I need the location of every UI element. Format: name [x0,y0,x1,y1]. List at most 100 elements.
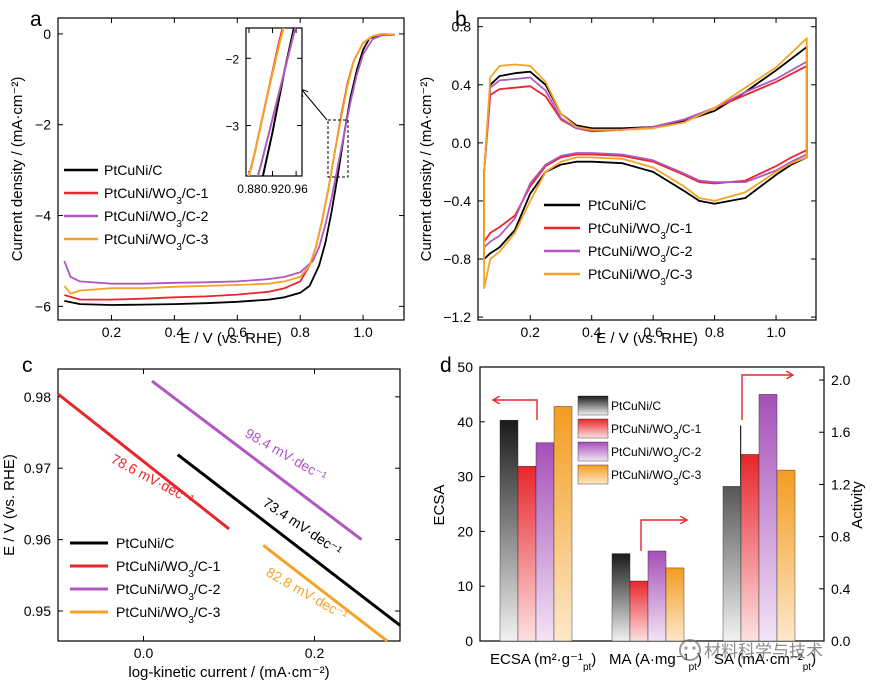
x-tick-label: 0.6 [643,324,663,340]
panel-d-categories: ECSA (m²·g⁻¹pt) MA (A·mg⁻¹pt) SA (mA·cm⁻²p… [490,651,816,673]
arrow-left-axis [494,400,538,420]
panel-b-xlabel: E / V (vs. RHE) [596,330,698,347]
panel-c-ylabel: E / V (vs. RHE) [1,454,18,556]
zoom-box [327,119,349,178]
inset-curve-ptcuni-wo3-c-3 [247,28,285,176]
category-label-ecsa: ECSA (m²·g⁻¹pt) [490,651,596,673]
legend-label-ptcuni-wo3-c-3: PtCuNi/WO3/C-3 [104,231,209,253]
y-tick-label: −2 [35,117,51,133]
wechat-icon [679,639,701,661]
lsv-curve-ptcuni-wo3-c-2 [63,33,395,285]
x-tick-label: 0.2 [102,324,122,340]
y2-tick-label: 0.4 [831,581,851,597]
bar-ptcuni-wo3-c-1-ecsa [517,465,537,642]
x-tick-label: 0.4 [582,324,602,340]
panel-d-y2label: Activity [849,481,866,529]
panel-b-legend: PtCuNi/C PtCuNi/WO3/C-1PtCuNi/WO3/C-2PtCu… [544,197,693,288]
y-tick-label: 0.98 [24,389,51,405]
y2-tick-label: 1.6 [831,424,851,440]
y-tick-label: 0 [43,26,51,42]
panel-b-axes: 0.2 0.4 0.6 0.8 1.0 0.8 0.4 0.0 −0.4 −0.8 −1.2 [443,18,816,340]
y-tick-label: 50 [457,359,473,375]
y-tick-label: 0.95 [24,603,51,619]
panel-a-inset: 0.88 0.92 0.96 −2 −3 [225,27,308,196]
x-tick-label: 0.92 [261,182,285,196]
panel-a-frame [57,17,405,321]
y-tick-label: 0.97 [24,460,51,476]
y-tick-label: −6 [35,298,51,314]
x-tick-label: 0.8 [705,324,725,340]
panel-c-legend: PtCuNi/C PtCuNi/WO3/C-1PtCuNi/WO3/C-2PtCu… [70,535,221,626]
cv-curve-ptcuni-wo3-c-3 [483,37,808,290]
legend-label-ptcuni-wo3-c-2: PtCuNi/WO3/C-2 [104,208,209,230]
cv-curve-ptcuni-wo3-c-2 [483,60,808,249]
x-tick-label: 1.0 [766,324,786,340]
tafel-line-ptcuni-wo3-c-2 [151,379,363,541]
legend-label-ptcuni-wo3-c-1: PtCuNi/WO3/C-1 [588,220,693,242]
legend-label-ptcuni-c: PtCuNi/C [611,399,661,413]
panel-b-ylabel: Current density / (mA·cm⁻²) [418,77,435,262]
y2-tick-label: 0.8 [831,529,851,545]
bar-ptcuni-wo3-c-1-ma [629,580,649,642]
y-tick-label: 0.96 [24,532,51,548]
panel-b-frame [477,17,817,321]
y-tick-label: 40 [457,414,473,430]
x-tick-label: 1.0 [353,324,373,340]
panel-d-axes: 0 10 20 30 40 50 0.0 0.4 0.8 1.2 1.6 2.0 [457,359,850,649]
wechat-icon-eye-left [684,646,688,650]
panel-a-ylabel: Current density / (mA·cm⁻²) [9,77,26,262]
panel-d-legend: PtCuNi/CPtCuNi/WO3/C-1PtCuNi/WO3/C-2PtCu… [574,394,740,488]
legend-label-ptcuni-c: PtCuNi/C [116,535,174,551]
y-tick-label: −4 [35,208,51,224]
zoom-arrow [302,90,328,121]
legend-label-ptcuni-wo3-c-2: PtCuNi/WO3/C-2 [588,243,693,265]
lsv-curve-ptcuni-c [64,33,395,306]
legend-swatch-ptcuni-wo3-c-2 [577,441,609,462]
x-tick-label: 0.0 [134,645,154,661]
watermark: 材料科学与技术 [679,639,823,662]
bar-ptcuni-c-ma [611,553,631,642]
inset-series [247,28,297,176]
y2-tick-label: 1.2 [831,476,851,492]
tafel-line-ptcuni-wo3-c-3 [262,544,389,643]
panel-c-series [57,379,401,643]
bar-ptcuni-wo3-c-3-ecsa [553,406,573,642]
panel-a-xlabel: E / V (vs. RHE) [180,330,282,347]
panel-a-chart: 0.2 0.4 0.6 0.8 1.0 0 −2 −4 −6 E / V (vs. RHE) C… [9,17,405,347]
y-tick-label: −0.8 [443,251,471,267]
panel-a-axes: 0.2 0.4 0.6 0.8 1.0 0 −2 −4 −6 [35,18,404,340]
bar-ptcuni-wo3-c-2-ecsa [535,442,555,642]
x-tick-label: 0.6 [228,324,248,340]
legend-label-ptcuni-wo3-c-2: PtCuNi/WO3/C-2 [116,581,221,603]
y2-tick-label: 0.0 [831,633,851,649]
y-tick-label: 0.8 [452,19,472,35]
arrow-right-axis-ma [640,520,686,551]
tafel-line-ptcuni-wo3-c-1 [57,392,230,531]
watermark-text: 材料科学与技术 [704,642,823,662]
y-tick-label: −1.2 [443,309,471,325]
slope-label-c2: 98.4 mV·dec⁻¹ [243,425,330,485]
panel-label-a: a [30,8,42,31]
legend-swatch-ptcuni-c [577,395,609,416]
panel-a-legend: PtCuNi/C PtCuNi/WO3/C-1PtCuNi/WO3/C-2PtCu… [64,162,209,253]
panel-label-c: c [22,354,33,377]
panel-c-chart: 0.0 0.2 0.98 0.97 0.96 0.95 log-kinetic curre… [1,368,401,681]
x-tick-label: 0.8 [290,324,310,340]
y-tick-label: −3 [225,120,239,134]
inset-curve-ptcuni-c [261,28,295,176]
inset-curve-ptcuni-wo3-c-1 [247,28,284,176]
x-tick-label: 0.2 [521,324,541,340]
panel-d-bars [499,394,796,642]
lsv-curve-ptcuni-wo3-c-3 [63,33,395,295]
legend-label-ptcuni-wo3-c-3: PtCuNi/WO3/C-3 [116,604,221,626]
y-tick-label: 20 [457,523,473,539]
panel-c-frame [57,368,401,642]
inset-curve-ptcuni-wo3-c-2 [256,28,297,176]
category-label-ma: MA (A·mg⁻¹pt) [609,651,702,673]
slope-label-c3: 82.8 mV·dec⁻¹ [264,564,351,624]
tafel-line-ptcuni-c [176,453,401,627]
bar-ptcuni-wo3-c-2-ma [647,550,667,642]
panel-label-b: b [455,8,467,31]
legend-swatch-ptcuni-wo3-c-1 [577,418,609,439]
